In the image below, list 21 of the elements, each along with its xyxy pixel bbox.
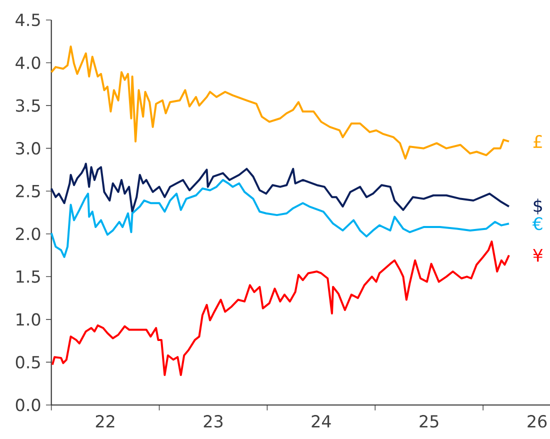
x-tick-label: 26 (528, 415, 547, 428)
y-tick-label: 3.5 (16, 99, 40, 112)
y-tick-label: 1.5 (16, 270, 40, 283)
y-tick-label: 3.0 (16, 142, 40, 155)
series-label: £ (533, 135, 542, 148)
y-tick-label: 4.0 (16, 56, 40, 70)
line-series (50, 162, 510, 213)
y-tick-label: 2.0 (16, 228, 40, 240)
series-label: $ (534, 198, 542, 214)
y-tick-label: 2.5 (16, 184, 40, 198)
y-tick-label: 4.5 (16, 14, 40, 26)
series-label: ¥ (533, 248, 543, 262)
x-tick-label: 24 (312, 415, 331, 428)
series-label: € (532, 217, 542, 230)
y-tick-label: 0.0 (16, 398, 40, 412)
x-tick-label: 23 (204, 415, 222, 428)
x-tick-label: 22 (96, 415, 114, 428)
y-tick-label: 0.5 (16, 356, 40, 369)
y-tick-label: 1.0 (16, 313, 40, 326)
line-series (50, 178, 510, 258)
x-tick-label: 25 (420, 415, 438, 428)
